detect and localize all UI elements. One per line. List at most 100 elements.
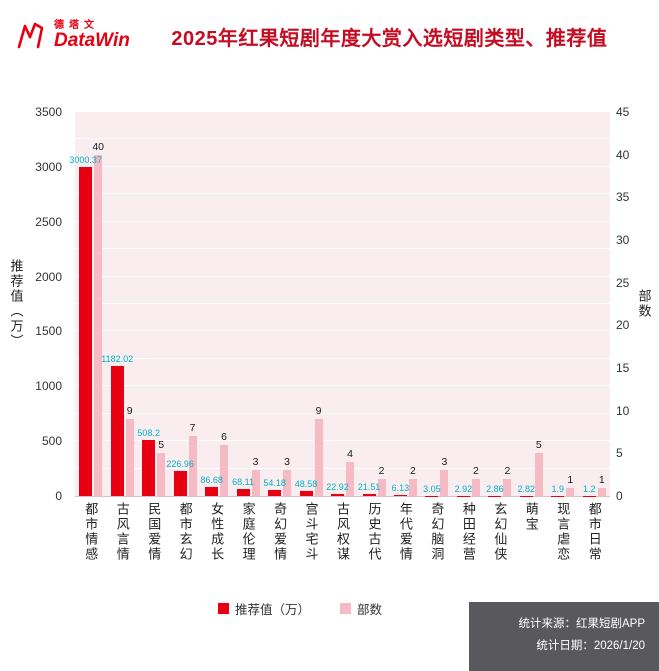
right-axis-tick: 0 (616, 489, 623, 503)
x-axis-label: 萌宝 (523, 502, 539, 532)
legend-label-recommend: 推荐值（万） (234, 603, 310, 617)
gridline (75, 193, 610, 195)
x-axis-label: 奇幻爱情 (272, 502, 288, 562)
value-label: 3000.37 (69, 154, 102, 165)
right-axis-tick: 30 (616, 233, 630, 247)
count-bar (566, 487, 575, 496)
legend: 推荐值（万） 部数 (0, 599, 600, 618)
x-axis-label: 都市日常 (586, 502, 602, 562)
count-label: 3 (284, 456, 291, 469)
datawin-logo: 德塔文 DataWin (14, 20, 130, 52)
gridline (75, 440, 610, 442)
left-axis-title: 推荐值（万） (8, 259, 24, 349)
gridline (75, 220, 610, 222)
count-bar (283, 470, 292, 496)
right-axis-tick: 10 (616, 403, 630, 418)
right-axis-tick: 25 (616, 275, 630, 290)
plot-area: 3000.37 40 1182.02 9 508.2 5 226.96 7 86.68 6 68.1… (69, 111, 610, 497)
value-label: 1.2 (583, 483, 596, 494)
x-axis-labels: 都市情感 古风言情 民国爱情 都市玄幻 女性成长 家庭伦理 奇幻爱情 宫斗宅斗 古风权谋 历史古代… (75, 502, 610, 588)
legend-item-recommend: 推荐值（万） (217, 599, 310, 618)
x-axis-label: 都市情感 (83, 502, 99, 562)
legend-swatch-pink-icon (340, 603, 351, 614)
count-bar (125, 419, 134, 496)
recommend-bar (205, 486, 219, 496)
value-label: 3.05 (423, 483, 441, 494)
gridline (75, 275, 610, 277)
right-axis-tick: 15 (616, 361, 630, 375)
count-label: 1 (598, 473, 605, 486)
right-axis-ticks: 0 5 10 15 20 25 30 35 40 45 (613, 105, 653, 503)
gridline (75, 357, 610, 359)
brand-name-en: DataWin (54, 30, 130, 52)
gridline (75, 111, 610, 112)
gridline (75, 412, 610, 414)
count-label: 3 (252, 456, 259, 469)
x-axis-label: 宫斗宅斗 (303, 502, 319, 562)
right-axis-tick: 5 (616, 446, 623, 461)
count-label: 9 (126, 405, 133, 418)
count-label: 3 (441, 456, 448, 469)
datawin-logo-icon (17, 22, 44, 49)
legend-label-count: 部数 (357, 603, 383, 617)
x-axis-label: 现言虐恋 (555, 502, 571, 562)
value-label: 22.92 (326, 481, 349, 492)
recommend-bar (79, 166, 93, 496)
value-label: 508.2 (137, 428, 160, 439)
count-bar (534, 453, 543, 496)
gridline (75, 248, 610, 250)
right-axis-tick: 20 (616, 318, 630, 333)
value-label: 48.58 (294, 478, 318, 489)
brand-text: 德塔文 DataWin (54, 20, 130, 52)
x-axis-label: 种田经营 (460, 502, 476, 562)
count-bar (597, 487, 606, 496)
right-axis-tick: 40 (616, 147, 630, 162)
x-axis-label: 民国爱情 (146, 502, 162, 562)
legend-item-count: 部数 (340, 599, 382, 618)
count-bar (251, 470, 260, 496)
source-line: 统计来源：红果短剧APP (518, 618, 645, 630)
count-bar (471, 478, 480, 496)
x-axis-label: 古风言情 (114, 502, 130, 562)
gridline (75, 303, 610, 304)
recommend-bar (299, 490, 313, 496)
left-axis-tick: 2000 (35, 269, 62, 284)
recommend-bar (236, 488, 250, 496)
count-label: 1 (567, 473, 574, 486)
value-label: 2.92 (454, 483, 473, 494)
count-label: 9 (315, 405, 322, 418)
value-label: 21.51 (357, 481, 381, 492)
count-bar (157, 453, 166, 496)
left-axis-tick: 0 (55, 489, 62, 503)
x-axis-label: 古风权谋 (335, 502, 350, 562)
recommend-bar (362, 493, 376, 496)
recommend-bar (331, 493, 344, 496)
gridline (75, 467, 610, 469)
count-label: 6 (221, 430, 228, 443)
count-label: 4 (347, 447, 353, 460)
count-label: 2 (504, 464, 511, 477)
count-label: 2 (472, 464, 479, 477)
x-axis-label: 玄幻仙侠 (492, 502, 508, 562)
right-axis-title: 部数 (636, 289, 652, 319)
x-axis-label: 年代爱情 (397, 502, 413, 562)
count-bar (220, 444, 229, 496)
chart-title: 2025年红果短剧年度大赏入选短剧类型、推荐值 (171, 27, 608, 50)
left-axis-tick: 3500 (35, 105, 62, 119)
count-label: 5 (535, 439, 542, 452)
gridline (75, 330, 610, 332)
left-axis-tick: 1500 (35, 324, 62, 339)
count-bar (377, 478, 386, 496)
right-axis-tick: 35 (616, 190, 630, 205)
count-label: 2 (409, 464, 416, 477)
legend-swatch-red-icon (217, 603, 229, 614)
count-label: 40 (92, 140, 105, 153)
value-label: 1182.02 (101, 354, 134, 365)
left-axis-tick: 1000 (35, 379, 62, 394)
recommend-bar (268, 490, 282, 496)
recommend-bar (142, 440, 156, 496)
x-axis-label: 历史古代 (366, 502, 382, 562)
count-bar (408, 478, 417, 496)
